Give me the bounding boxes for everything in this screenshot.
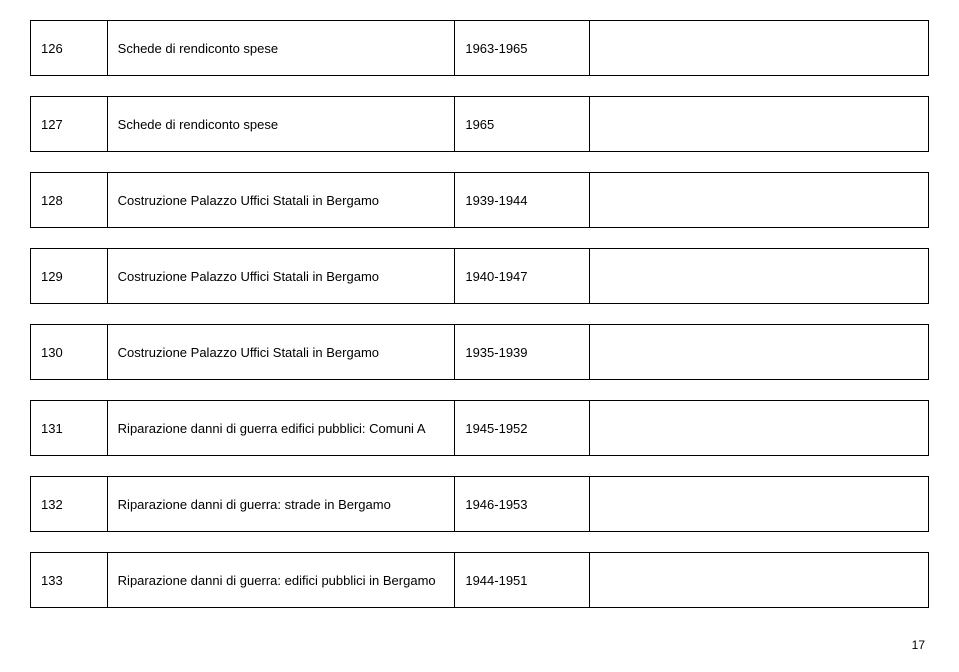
row-extra xyxy=(589,477,929,532)
row-description: Costruzione Palazzo Uffici Statali in Be… xyxy=(107,325,455,380)
row-spacer xyxy=(30,532,929,552)
row-extra xyxy=(589,21,929,76)
row-description: Riparazione danni di guerra: strade in B… xyxy=(107,477,455,532)
row-number: 133 xyxy=(31,553,108,608)
table-row: 129Costruzione Palazzo Uffici Statali in… xyxy=(30,248,929,304)
table-row: 127Schede di rendiconto spese1965 xyxy=(30,96,929,152)
tables-container: 126Schede di rendiconto spese1963-196512… xyxy=(30,20,929,608)
row-spacer xyxy=(30,152,929,172)
row-spacer xyxy=(30,456,929,476)
row-extra xyxy=(589,97,929,152)
page-number: 17 xyxy=(30,638,929,652)
row-year: 1946-1953 xyxy=(455,477,589,532)
row-extra xyxy=(589,401,929,456)
row-number: 132 xyxy=(31,477,108,532)
row-number: 129 xyxy=(31,249,108,304)
row-number: 126 xyxy=(31,21,108,76)
row-extra xyxy=(589,325,929,380)
row-description: Riparazione danni di guerra edifici pubb… xyxy=(107,401,455,456)
table-row: 133Riparazione danni di guerra: edifici … xyxy=(30,552,929,608)
row-year: 1945-1952 xyxy=(455,401,589,456)
row-year: 1940-1947 xyxy=(455,249,589,304)
table-row: 132Riparazione danni di guerra: strade i… xyxy=(30,476,929,532)
row-extra xyxy=(589,249,929,304)
row-description: Schede di rendiconto spese xyxy=(107,97,455,152)
table-row: 130Costruzione Palazzo Uffici Statali in… xyxy=(30,324,929,380)
table-row: 128Costruzione Palazzo Uffici Statali in… xyxy=(30,172,929,228)
row-spacer xyxy=(30,304,929,324)
row-description: Costruzione Palazzo Uffici Statali in Be… xyxy=(107,249,455,304)
table-row: 126Schede di rendiconto spese1963-1965 xyxy=(30,20,929,76)
row-year: 1935-1939 xyxy=(455,325,589,380)
row-spacer xyxy=(30,228,929,248)
row-description: Costruzione Palazzo Uffici Statali in Be… xyxy=(107,173,455,228)
row-spacer xyxy=(30,380,929,400)
row-description: Schede di rendiconto spese xyxy=(107,21,455,76)
row-number: 130 xyxy=(31,325,108,380)
row-year: 1963-1965 xyxy=(455,21,589,76)
row-year: 1944-1951 xyxy=(455,553,589,608)
row-description: Riparazione danni di guerra: edifici pub… xyxy=(107,553,455,608)
row-year: 1939-1944 xyxy=(455,173,589,228)
row-number: 127 xyxy=(31,97,108,152)
row-spacer xyxy=(30,76,929,96)
row-number: 131 xyxy=(31,401,108,456)
row-year: 1965 xyxy=(455,97,589,152)
row-extra xyxy=(589,553,929,608)
row-number: 128 xyxy=(31,173,108,228)
table-row: 131Riparazione danni di guerra edifici p… xyxy=(30,400,929,456)
row-extra xyxy=(589,173,929,228)
